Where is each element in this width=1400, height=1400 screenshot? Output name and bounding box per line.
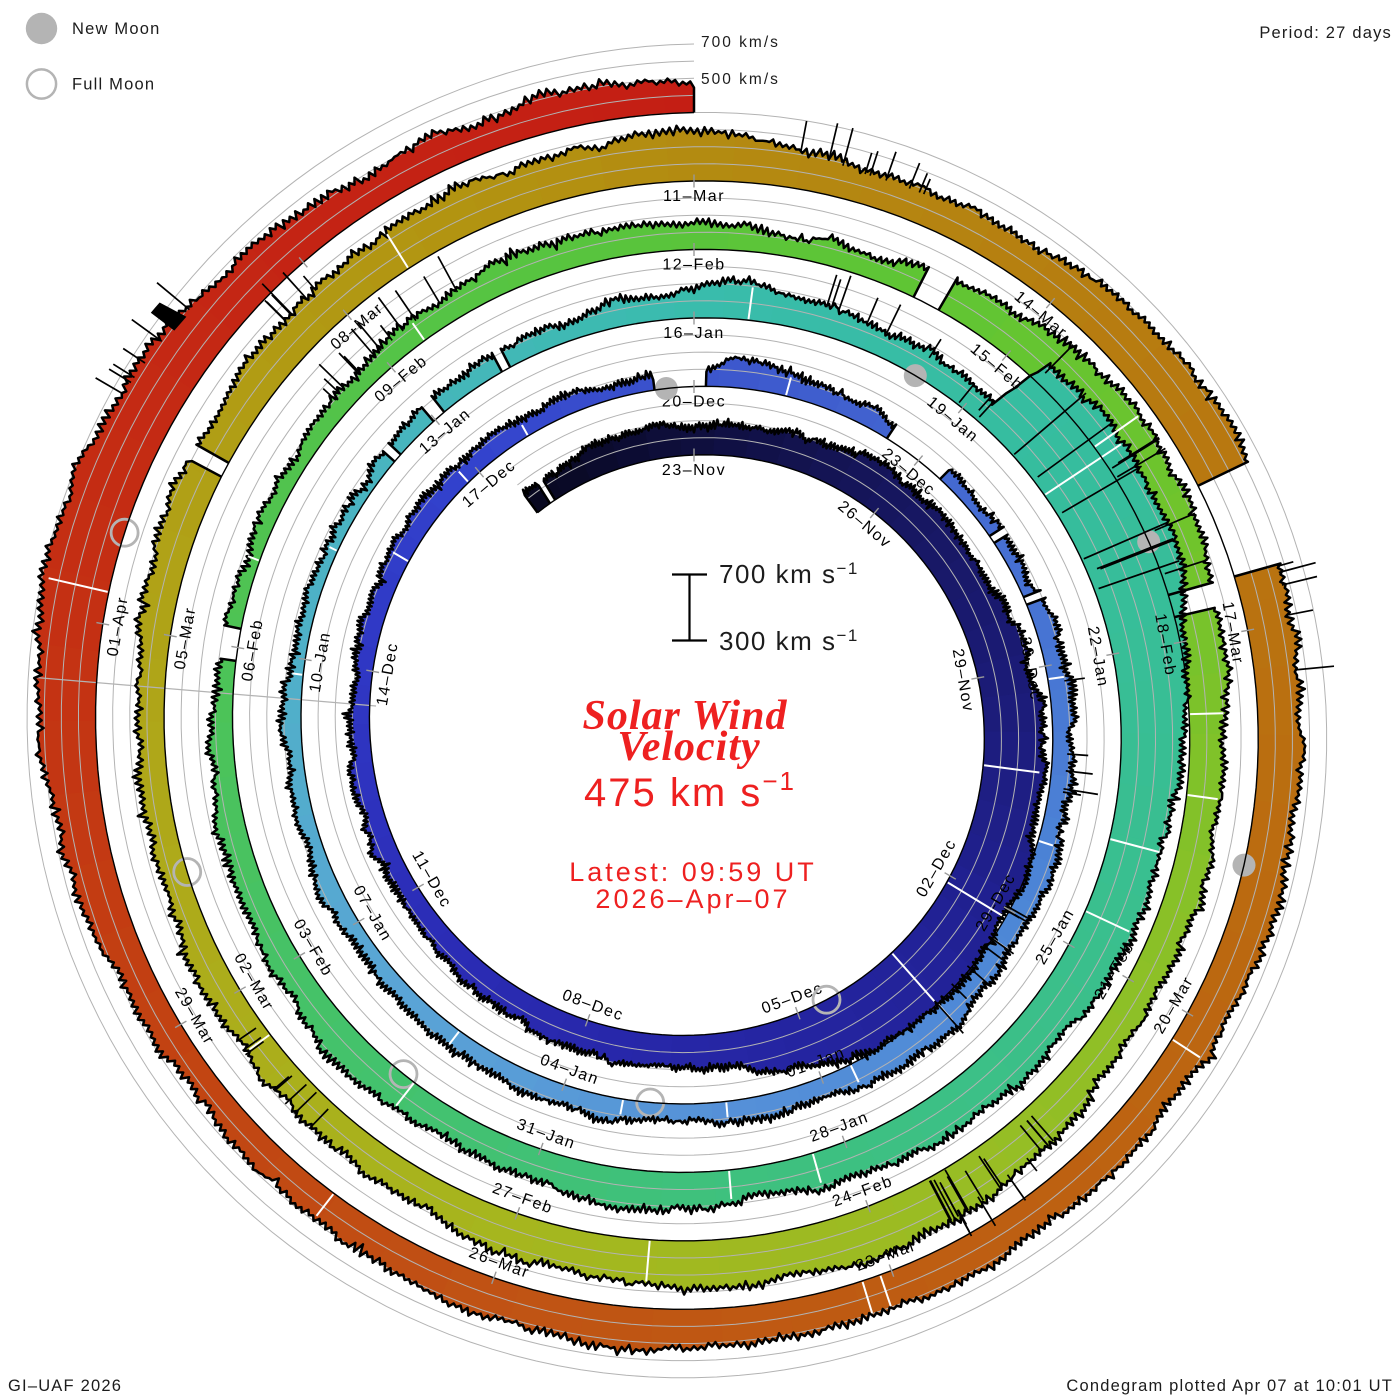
svg-text:12–Feb: 12–Feb: [662, 257, 725, 274]
svg-text:Solar Wind: Solar Wind: [583, 693, 788, 739]
svg-text:Latest: 09:59 UT: Latest: 09:59 UT: [569, 857, 817, 887]
svg-text:Full Moon: Full Moon: [72, 76, 155, 94]
svg-text:475 km s−1: 475 km s−1: [584, 766, 796, 815]
svg-text:300 km s−1: 300 km s−1: [719, 626, 859, 656]
svg-text:GI–UAF 2026: GI–UAF 2026: [8, 1377, 122, 1395]
svg-text:Velocity: Velocity: [617, 724, 760, 770]
svg-text:23–Nov: 23–Nov: [662, 462, 726, 479]
svg-text:2026–Apr–07: 2026–Apr–07: [595, 884, 790, 914]
svg-text:700 km s−1: 700 km s−1: [719, 559, 859, 589]
svg-text:New Moon: New Moon: [72, 20, 160, 38]
svg-text:Period: 27 days: Period: 27 days: [1259, 24, 1392, 42]
svg-text:700 km/s: 700 km/s: [701, 34, 780, 51]
svg-text:11–Mar: 11–Mar: [663, 188, 725, 205]
svg-text:500 km/s: 500 km/s: [701, 71, 780, 88]
svg-text:20–Dec: 20–Dec: [662, 394, 726, 411]
svg-text:16–Jan: 16–Jan: [663, 325, 725, 342]
svg-text:Condegram plotted Apr 07 at 10: Condegram plotted Apr 07 at 10:01 UT: [1066, 1377, 1393, 1395]
